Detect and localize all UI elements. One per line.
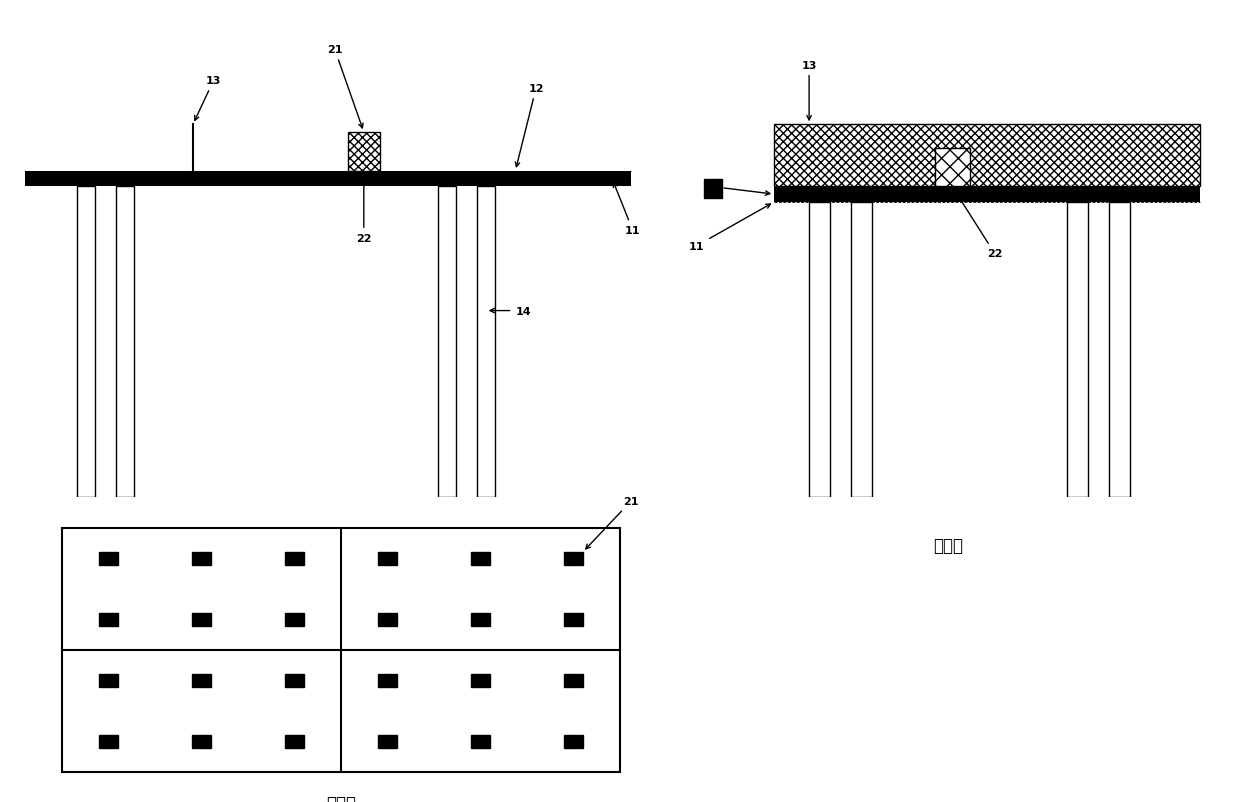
Bar xyxy=(564,614,583,626)
Text: 22: 22 xyxy=(955,191,1002,259)
Bar xyxy=(774,187,1199,203)
Bar xyxy=(774,125,1199,187)
Bar xyxy=(564,553,583,565)
Bar xyxy=(115,187,134,497)
Bar xyxy=(99,614,118,626)
Bar xyxy=(192,735,211,748)
Bar xyxy=(378,553,397,565)
Bar xyxy=(285,614,304,626)
Bar xyxy=(25,172,631,187)
Text: 21: 21 xyxy=(327,46,363,129)
Text: 13: 13 xyxy=(801,61,817,121)
Bar xyxy=(851,203,872,497)
Bar xyxy=(471,614,490,626)
Bar xyxy=(808,203,830,497)
Text: 11: 11 xyxy=(614,184,641,236)
Bar xyxy=(378,614,397,626)
Bar xyxy=(704,180,722,199)
Bar xyxy=(564,674,583,687)
Bar xyxy=(476,187,495,497)
Bar xyxy=(192,614,211,626)
Text: 12: 12 xyxy=(703,182,770,196)
Bar xyxy=(285,735,304,748)
Bar xyxy=(62,529,620,772)
Text: 22: 22 xyxy=(356,176,372,244)
Text: 13: 13 xyxy=(195,76,221,121)
Bar xyxy=(192,553,211,565)
Bar xyxy=(192,674,211,687)
Text: 12: 12 xyxy=(516,84,543,168)
Text: 14: 14 xyxy=(490,306,531,316)
Text: 俧视图: 俧视图 xyxy=(326,794,356,802)
Bar xyxy=(935,148,970,187)
Bar xyxy=(347,133,379,172)
Bar xyxy=(285,674,304,687)
Bar xyxy=(471,674,490,687)
Bar xyxy=(99,553,118,565)
Bar xyxy=(1068,203,1089,497)
Text: 左视图: 左视图 xyxy=(934,536,963,554)
Text: 21: 21 xyxy=(585,496,639,549)
Bar xyxy=(99,674,118,687)
Text: 11: 11 xyxy=(689,205,770,251)
Bar xyxy=(77,187,95,497)
Bar xyxy=(471,553,490,565)
Bar xyxy=(471,735,490,748)
Bar xyxy=(285,553,304,565)
Text: 正视图: 正视图 xyxy=(320,536,350,554)
Bar xyxy=(378,735,397,748)
Bar xyxy=(99,735,118,748)
Bar xyxy=(378,674,397,687)
Bar xyxy=(438,187,456,497)
Bar xyxy=(564,735,583,748)
Bar xyxy=(1109,203,1130,497)
